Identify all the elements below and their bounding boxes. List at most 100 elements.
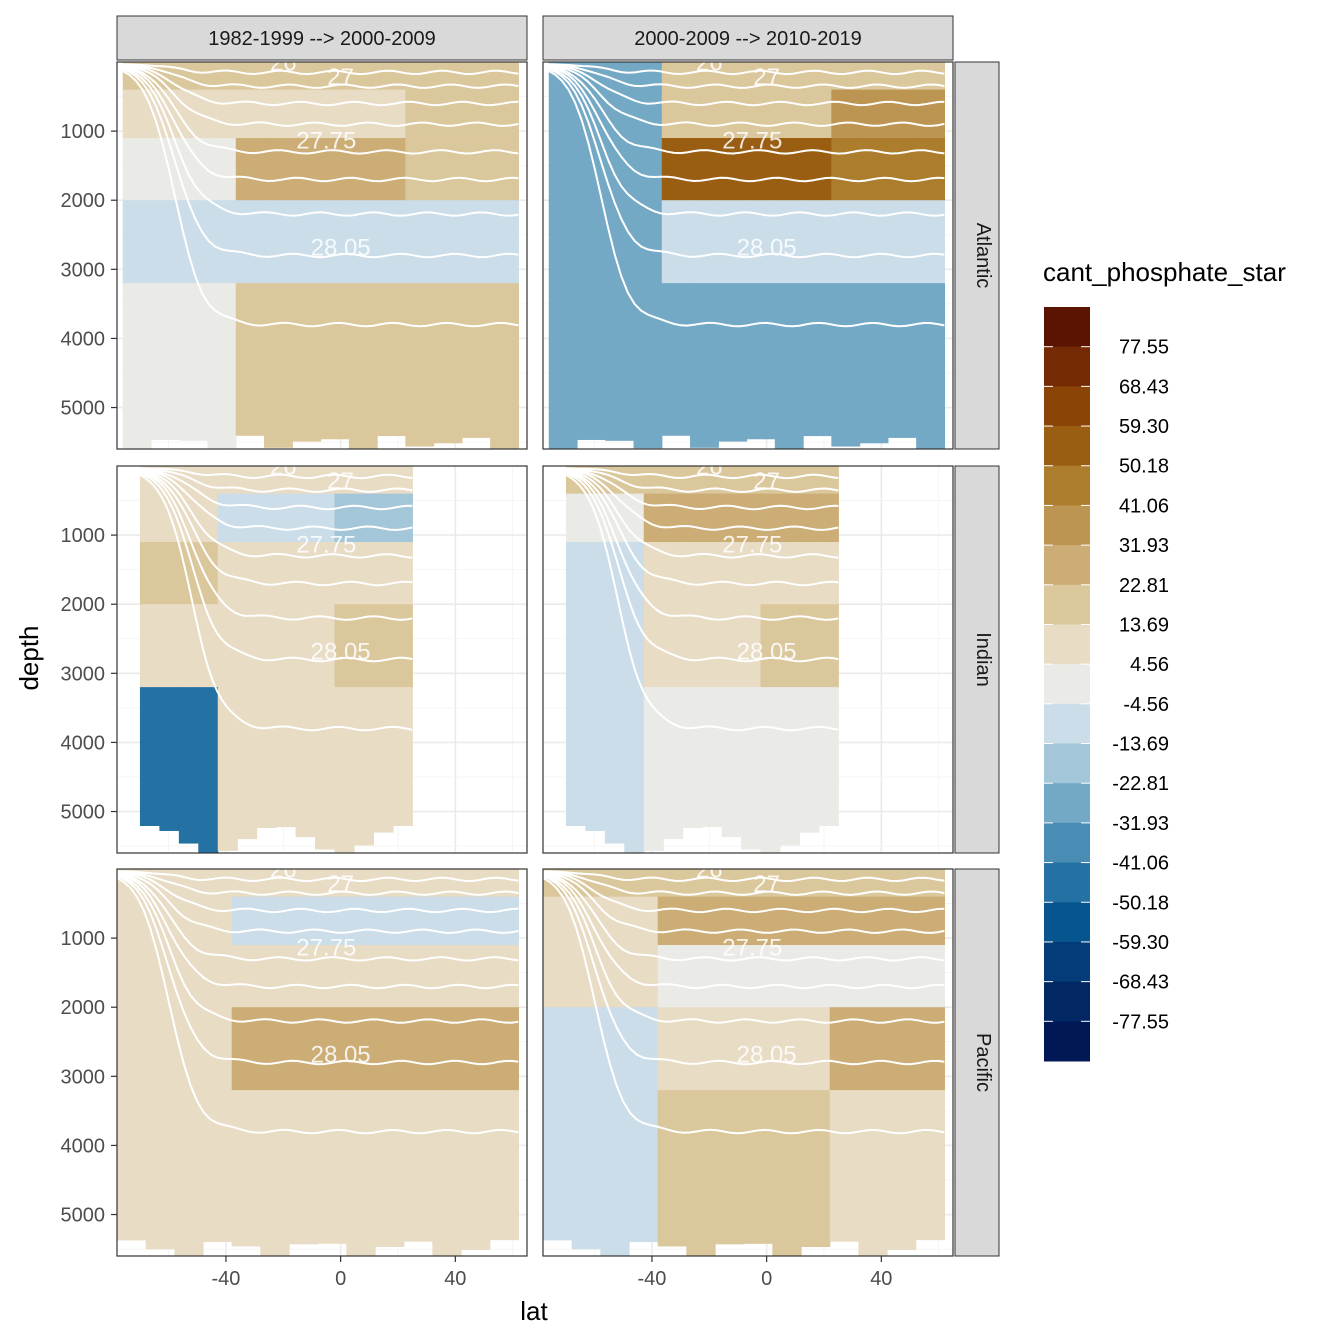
section-cell [661, 283, 691, 436]
section-cell [377, 138, 406, 201]
legend-swatch [1044, 743, 1090, 784]
isopycnal-label: 27 [753, 64, 780, 91]
section-cell [256, 604, 277, 688]
legend-swatch [1044, 862, 1090, 903]
section-cell [571, 1090, 601, 1250]
section-cell [543, 1090, 573, 1241]
section-cell [145, 945, 175, 1008]
section-cell [315, 687, 336, 850]
section-cell [629, 1007, 659, 1091]
section-cell [373, 466, 394, 495]
section-cell [264, 89, 293, 139]
isopycnal-lines [117, 870, 519, 1135]
legend-swatch [1044, 822, 1090, 864]
isopycnal-line [565, 470, 839, 587]
section-cell [117, 945, 147, 1008]
isopycnal-line [122, 64, 519, 107]
isopycnal-label: 27 [327, 468, 354, 495]
isopycnal-line [548, 63, 945, 89]
section-cell [353, 493, 375, 543]
isopycnal-line [117, 870, 519, 896]
section-cell [799, 604, 820, 688]
section-cell [571, 945, 601, 1008]
section-cell [405, 283, 435, 447]
section-cell [686, 945, 716, 1008]
section-cell [916, 200, 945, 284]
section-cell [702, 542, 723, 605]
section-cell [461, 896, 491, 946]
section-cell [174, 1090, 204, 1256]
isopycnal-label: 27.75 [722, 934, 782, 961]
section-cell [256, 687, 277, 829]
section-cell [887, 896, 917, 946]
section-cell [686, 896, 716, 946]
section-cell [334, 542, 355, 605]
legend: cant_phosphate_star 77.55 68.43 59.30 50.18 4… [1043, 257, 1286, 1062]
section-cell [604, 604, 625, 688]
section-cell [122, 138, 152, 201]
section-cell [198, 687, 219, 853]
section-cell [375, 896, 405, 946]
section-cell [715, 896, 745, 946]
section-cell [859, 283, 889, 444]
section-cell [237, 493, 258, 543]
section-cell [682, 466, 703, 495]
section-cell [760, 687, 781, 853]
isopycnal-label: 27.75 [296, 127, 356, 154]
isopycnal-label: 27 [753, 468, 780, 495]
section-cell [403, 945, 433, 1008]
legend-swatch [1044, 545, 1090, 586]
section-cell [774, 89, 804, 139]
legend-swatch [1044, 346, 1090, 387]
legend-label: 13.69 [1119, 614, 1169, 636]
section-cell [373, 687, 394, 833]
section-cell [235, 138, 265, 201]
facet-strips: 1982-1999 --> 2000-2009 2000-2009 --> 201… [116, 15, 1000, 1257]
section-cell [217, 542, 238, 605]
section-cell [663, 493, 684, 543]
isopycnal-lines [543, 870, 945, 1135]
section-cell [760, 466, 781, 495]
section-cell [320, 283, 350, 440]
isopycnal-line [139, 468, 413, 531]
section-cell [432, 896, 462, 946]
isopycnal-line [122, 66, 519, 183]
section-cell [150, 283, 180, 440]
legend-title: cant_phosphate_star [1043, 257, 1286, 287]
isopycnal-line [543, 871, 945, 914]
isopycnal-line [548, 70, 945, 328]
section-cell [803, 138, 832, 201]
section-cell [489, 896, 519, 946]
section-cell [718, 138, 748, 201]
section-cell [741, 493, 762, 543]
isopycnal-label: 27 [327, 871, 354, 898]
section-cell [489, 1007, 519, 1091]
isopycnal-label: 28.05 [737, 235, 797, 262]
section-cell [690, 89, 719, 139]
isopycnal-line [548, 65, 945, 155]
isopycnal-label: 28.05 [737, 1042, 797, 1069]
section-cell [915, 1090, 945, 1241]
section-cell [859, 89, 889, 139]
section-cell [392, 466, 413, 495]
isopycnal-label: 26 [270, 856, 297, 883]
section-cell [432, 945, 462, 1008]
section-cell [715, 1090, 745, 1245]
section-cell [203, 1007, 233, 1091]
isopycnal-label: 27.75 [296, 934, 356, 961]
isopycnal-line [543, 872, 945, 962]
y-tick-label: 2000 [61, 594, 106, 616]
row-facet-label: Pacific [972, 1033, 994, 1092]
section-cell [461, 1090, 491, 1250]
section-cell [743, 896, 773, 946]
section-cell [663, 542, 684, 605]
section-cell [276, 542, 297, 605]
section-cell [320, 89, 350, 139]
section-field: 26 27 27.75 28.05 [548, 62, 945, 449]
section-field: 26 27 27.75 28.05 [565, 466, 839, 853]
section-cell [831, 283, 861, 447]
x-tick-label: 0 [761, 1268, 772, 1290]
section-cell [772, 1090, 802, 1256]
panel-pacific-1: 26 27 27.75 28.05 [542, 868, 954, 1257]
